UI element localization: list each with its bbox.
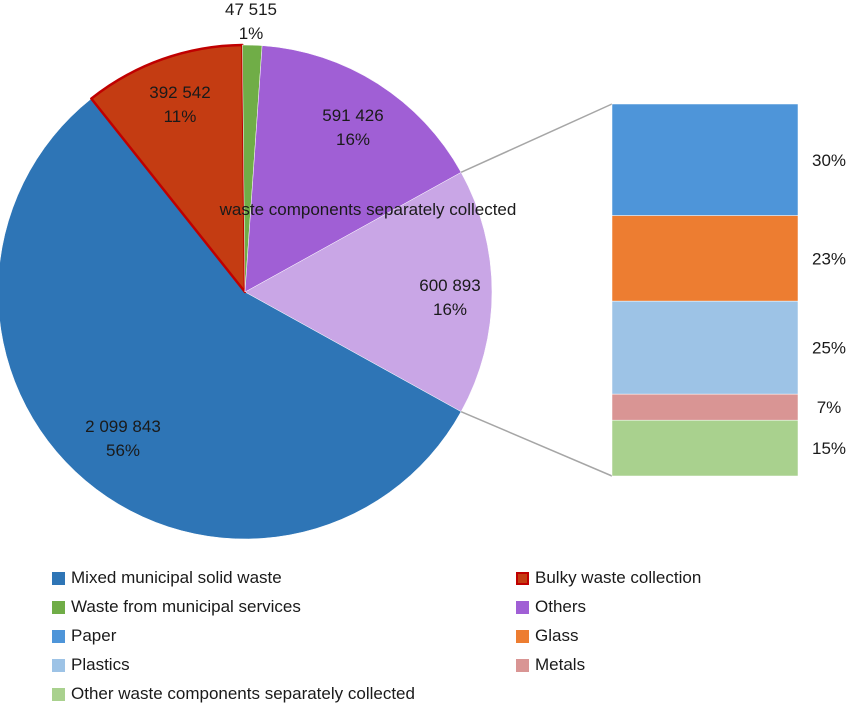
connector-line-bottom <box>460 410 613 477</box>
legend-label: Waste from municipal services <box>71 597 301 616</box>
legend-label: Others <box>535 597 587 616</box>
pie-slice-separately_collected <box>244 172 493 412</box>
legend-label: Other waste components separately collec… <box>71 684 415 703</box>
pie-category-label-separately-collected: waste components separately collected <box>219 200 517 219</box>
legend-swatch <box>52 600 65 614</box>
pie-slice-bulky <box>90 43 247 294</box>
legend-item: Metals <box>516 655 585 675</box>
legend-swatch <box>516 629 529 643</box>
data-label-value-municipal_services: 47 515 <box>225 0 277 19</box>
data-label-percent-others: 16% <box>336 130 370 149</box>
legend-item: Glass <box>516 626 578 646</box>
data-label-value-others: 591 426 <box>322 106 383 125</box>
chart-legend: Mixed municipal solid waste Bulky waste c… <box>0 560 850 706</box>
legend-label: Mixed municipal solid waste <box>71 568 282 587</box>
legend-item: Paper <box>52 626 116 646</box>
legend-item: Waste from municipal services <box>52 597 301 617</box>
data-label-value-bulky: 392 542 <box>149 83 210 102</box>
legend-swatch <box>52 629 65 643</box>
legend-item: Plastics <box>52 655 130 675</box>
data-label-percent-municipal_services: 1% <box>239 24 264 43</box>
data-label-percent-mixed: 56% <box>106 441 140 460</box>
bar-segment-other_components <box>611 419 799 477</box>
data-label-value-separately_collected: 600 893 <box>419 276 480 295</box>
legend-item: Others <box>516 597 586 617</box>
legend-label: Bulky waste collection <box>535 568 702 587</box>
legend-item: Mixed municipal solid waste <box>52 568 282 588</box>
bar-label-metals: 7% <box>817 398 842 417</box>
bar-segment-metals <box>611 393 799 421</box>
legend-label: Metals <box>535 655 586 674</box>
bar-segment-paper <box>611 103 799 216</box>
legend-swatch <box>516 600 529 614</box>
connector-line-top <box>460 103 613 174</box>
legend-label: Plastics <box>71 655 130 674</box>
bar-label-paper: 30% <box>812 151 846 170</box>
bar-label-plastics: 25% <box>812 339 846 358</box>
legend-swatch <box>516 571 529 585</box>
bar-segment-glass <box>611 215 799 302</box>
legend-swatch <box>52 658 65 672</box>
chart-canvas: 2 099 843 56% 392 542 11% 591 426 16% 600 893 1… <box>0 0 846 540</box>
data-label-percent-bulky: 11% <box>164 107 197 126</box>
pie-slice-mixed <box>0 98 462 540</box>
data-label-percent-separately_collected: 16% <box>433 300 467 319</box>
legend-label: Glass <box>535 626 579 645</box>
legend-label: Paper <box>71 626 117 645</box>
legend-swatch <box>52 687 65 701</box>
data-label-value-mixed: 2 099 843 <box>85 417 161 436</box>
bar-label-other_components: 15% <box>812 439 846 458</box>
legend-item: Other waste components separately collec… <box>52 684 415 704</box>
legend-swatch <box>52 571 65 585</box>
pie-slice-others <box>244 45 462 293</box>
bar-segment-plastics <box>611 300 799 395</box>
bar-label-glass: 23% <box>812 249 846 268</box>
legend-item: Bulky waste collection <box>516 568 701 588</box>
legend-swatch <box>516 658 529 672</box>
